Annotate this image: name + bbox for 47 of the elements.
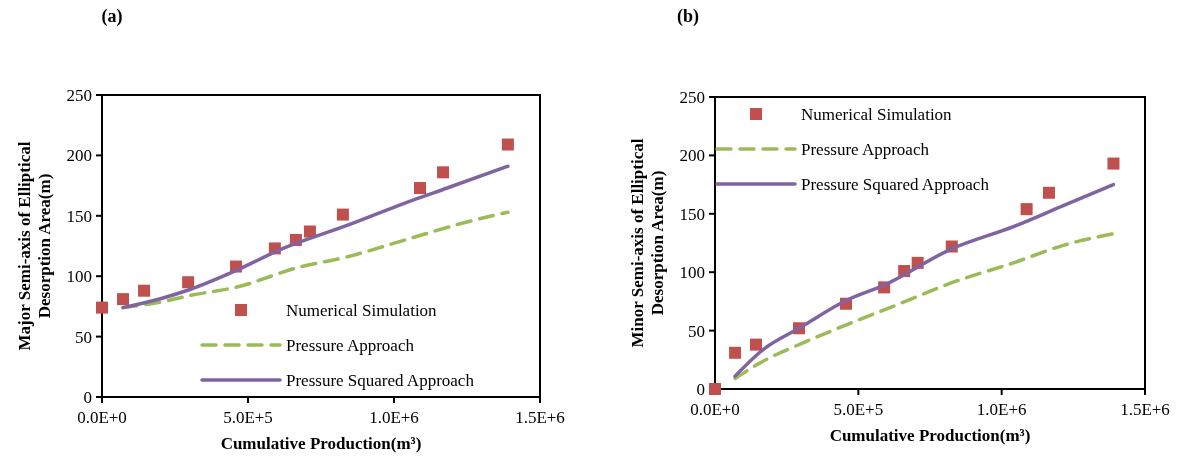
x-tick-label: 5.0E+5: [223, 408, 273, 427]
point: [1107, 157, 1120, 170]
point: [138, 284, 151, 297]
x-tick-label: 0.0E+0: [77, 408, 127, 427]
x-tick-label: 1.5E+6: [515, 408, 565, 427]
legend-label: Pressure Squared Approach: [286, 371, 475, 390]
point: [413, 182, 426, 195]
legend-label: Numerical Simulation: [286, 301, 438, 320]
line-series: [733, 231, 1116, 381]
chart-title: (b): [677, 6, 699, 27]
point: [1020, 203, 1033, 216]
point: [1042, 186, 1055, 199]
point: [182, 276, 195, 289]
y-tick-label: 250: [679, 88, 705, 107]
point: [501, 138, 514, 151]
point: [729, 346, 742, 359]
legend-label: Numerical Simulation: [801, 105, 953, 124]
legend-label: Pressure Approach: [286, 336, 415, 355]
y-tick-label: 0: [83, 388, 92, 407]
y-axis-title: Major Semi-axis of Elliptical Desorption Area(m): [15, 141, 54, 351]
x-tick-label: 5.0E+5: [833, 400, 884, 419]
y-tick-label: 200: [66, 146, 92, 166]
point: [96, 301, 108, 314]
x-axis-title: Cumulative Production(m³): [829, 426, 1031, 445]
x-axis-title: Cumulative Production(m³): [220, 434, 422, 453]
legend-label: Pressure Squared Approach: [801, 175, 990, 194]
y-tick-label: 100: [679, 263, 705, 283]
x-tick-label: 0.0E+0: [690, 400, 740, 419]
x-tick-label: 1.0E+6: [976, 400, 1027, 419]
chart-title: (a): [101, 6, 123, 27]
y-tick-label: 50: [75, 327, 92, 347]
point: [709, 383, 721, 395]
y-tick-label: 150: [66, 206, 92, 226]
y-tick-label: 100: [66, 267, 92, 287]
legend-label: Pressure Approach: [801, 140, 930, 159]
y-tick-label: 50: [688, 321, 705, 341]
y-tick-label: 250: [66, 86, 92, 105]
y-axis-title: Minor Semi-axis of Elliptical Desorption Area(m): [628, 138, 667, 348]
point: [749, 338, 762, 351]
y-tick-label: 150: [679, 204, 705, 224]
point: [117, 293, 130, 306]
y-tick-label: 0: [696, 380, 705, 399]
x-tick-label: 1.5E+6: [1120, 400, 1170, 419]
point: [336, 208, 349, 221]
x-tick-label: 1.0E+6: [369, 408, 419, 427]
point: [437, 166, 450, 179]
y-tick-label: 200: [679, 146, 705, 166]
